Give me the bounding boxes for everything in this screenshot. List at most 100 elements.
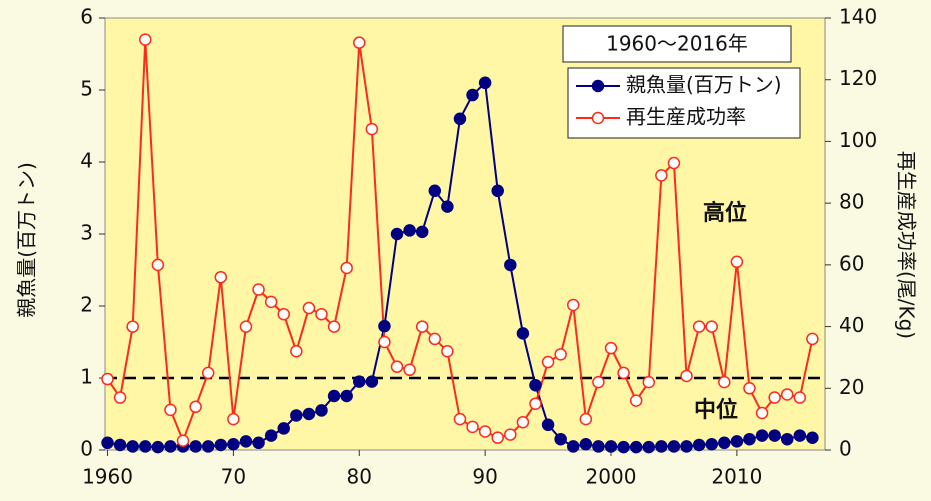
data-point	[126, 320, 139, 333]
data-point	[378, 335, 391, 349]
x-tick-label: 2010	[711, 465, 762, 489]
data-point	[705, 320, 718, 333]
data-point	[554, 432, 567, 446]
data-point	[327, 389, 341, 403]
data-point	[504, 428, 517, 441]
data-point	[113, 391, 127, 404]
y2-tick-label: 80	[839, 190, 864, 214]
data-point	[743, 432, 756, 446]
y2-tick-label: 100	[839, 128, 877, 152]
data-point	[692, 320, 706, 333]
data-point	[567, 298, 580, 312]
data-point	[340, 389, 353, 403]
data-point	[541, 355, 555, 369]
data-point	[290, 409, 303, 422]
legend-box	[567, 67, 801, 139]
y-axis-label: 親魚量(百万トン)	[15, 162, 39, 318]
legend-label: 親魚量(百万トン)	[626, 73, 782, 97]
data-point	[478, 425, 492, 438]
legend-marker	[591, 79, 605, 93]
y-tick-label: 4	[80, 149, 93, 173]
data-point	[277, 422, 290, 435]
data-point	[315, 307, 328, 321]
data-point	[453, 412, 467, 426]
data-point	[151, 258, 165, 272]
data-point	[151, 440, 165, 454]
data-point	[780, 432, 794, 446]
y2-tick-label: 20	[839, 375, 864, 399]
data-point	[604, 440, 618, 453]
data-point	[680, 440, 693, 453]
data-point	[516, 327, 530, 340]
data-point	[579, 412, 593, 426]
data-point	[189, 400, 202, 414]
data-point	[302, 301, 316, 315]
data-point	[164, 403, 177, 417]
data-point	[466, 88, 479, 102]
data-point	[264, 429, 278, 442]
y-tick-label: 2	[80, 293, 93, 317]
data-point	[441, 200, 454, 213]
data-point	[176, 434, 190, 447]
data-point	[692, 438, 706, 452]
data-point	[139, 440, 152, 453]
legend-marker	[591, 111, 605, 125]
x-tick-label: 1960	[82, 465, 133, 489]
data-point	[806, 332, 819, 346]
data-point	[201, 366, 215, 380]
data-point	[101, 372, 114, 386]
data-point	[529, 378, 542, 392]
data-point	[604, 341, 618, 355]
data-point	[415, 225, 429, 239]
data-point	[755, 406, 769, 420]
data-point	[730, 255, 744, 269]
data-point	[277, 307, 290, 321]
data-point	[466, 420, 479, 434]
legend-title-box	[562, 25, 792, 63]
data-point	[629, 394, 643, 407]
data-point	[315, 404, 328, 417]
data-point	[302, 407, 316, 421]
data-point	[667, 156, 681, 170]
grid-layer	[99, 17, 831, 456]
data-point	[201, 440, 215, 453]
y2-axis-label: 再生産成功率(尾/Kg)	[895, 151, 919, 339]
data-point	[617, 366, 630, 380]
data-point	[755, 429, 769, 442]
data-point	[567, 440, 580, 453]
data-point	[353, 375, 366, 388]
data-point	[504, 258, 517, 272]
data-point	[491, 431, 504, 444]
annotation: 高位	[703, 200, 747, 226]
data-point	[478, 76, 492, 90]
data-point	[189, 440, 202, 453]
data-point	[793, 429, 807, 442]
y-tick-label: 6	[80, 5, 93, 29]
data-point	[743, 382, 756, 395]
y-tick-label: 1	[80, 365, 93, 389]
x-tick-label: 70	[221, 465, 246, 489]
data-point	[390, 360, 404, 373]
y2-tick-label: 140	[839, 5, 877, 29]
legend-title: 1960～2016年	[606, 32, 748, 56]
data-point	[730, 435, 744, 448]
data-point	[164, 440, 177, 453]
data-point	[655, 440, 668, 453]
data-point	[617, 440, 630, 454]
data-point	[227, 412, 240, 426]
data-point	[340, 261, 353, 275]
data-point	[718, 375, 731, 389]
y2-tick-label: 0	[839, 437, 852, 461]
data-point	[529, 397, 542, 410]
data-point	[793, 391, 807, 404]
data-point	[768, 391, 781, 404]
x-tick-label: 2000	[586, 465, 637, 489]
data-point	[768, 429, 781, 442]
data-point	[353, 36, 366, 49]
data-point	[113, 438, 127, 452]
data-point	[327, 320, 341, 333]
data-point	[541, 418, 555, 432]
data-point	[415, 320, 429, 333]
data-point	[491, 184, 504, 198]
